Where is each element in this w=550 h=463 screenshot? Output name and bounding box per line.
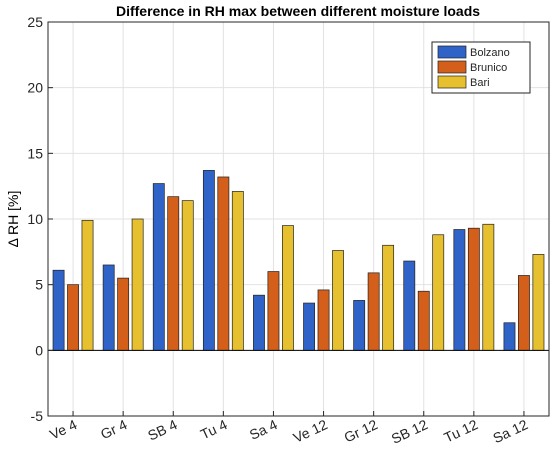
- bar-brunico-tu-4: [217, 176, 230, 351]
- legend-label-brunico: Brunico: [470, 62, 507, 74]
- bar-brunico-tu-12: [467, 227, 480, 351]
- x-tick-label: SB 4: [145, 416, 179, 443]
- x-tick-label: Tu 4: [198, 416, 230, 442]
- bar-bari-gr-12: [382, 244, 395, 351]
- y-tick-label: 15: [27, 145, 43, 161]
- bar-bari-gr-4: [131, 218, 144, 351]
- y-tick-label: 25: [27, 14, 43, 30]
- bar-bolzano-sa-12: [503, 322, 516, 351]
- bar-bolzano-gr-4: [102, 264, 115, 351]
- bar-bari-tu-4: [231, 191, 244, 351]
- legend-swatch-bolzano: [437, 45, 467, 59]
- bar-bolzano-sb-4: [152, 183, 165, 351]
- y-tick-label: 10: [27, 211, 43, 227]
- bar-bari-sa-4: [282, 225, 294, 351]
- bars: [52, 170, 545, 351]
- bar-bolzano-ve-4: [52, 269, 65, 351]
- chart-title: Difference in RH max between different m…: [116, 3, 480, 19]
- bar-brunico-ve-4: [67, 284, 79, 351]
- bar-bolzano-gr-12: [353, 300, 366, 351]
- bar-bolzano-sb-12: [403, 260, 416, 351]
- x-tick-label: Sa 4: [247, 416, 280, 443]
- bar-bari-sb-4: [181, 200, 194, 351]
- legend-swatch-bari: [437, 75, 467, 89]
- bar-brunico-sb-4: [167, 196, 180, 351]
- x-tick-label: Sa 12: [490, 416, 530, 446]
- x-tick-label: Gr 12: [341, 416, 380, 445]
- bar-brunico-sa-4: [267, 271, 280, 351]
- x-tick-label: Ve 12: [291, 416, 330, 446]
- bar-bolzano-tu-12: [453, 229, 466, 351]
- x-tick-label: Tu 12: [441, 416, 480, 446]
- y-tick-labels: -5 0 5 10 15 20 25: [27, 14, 43, 424]
- bar-bolzano-sa-4: [253, 294, 265, 351]
- bar-bolzano-ve-12: [303, 302, 315, 351]
- bar-bari-tu-12: [482, 223, 495, 351]
- legend-swatch-brunico: [437, 60, 467, 74]
- legend: Bolzano Brunico Bari: [431, 41, 531, 94]
- bar-bari-ve-4: [81, 219, 94, 351]
- bar-brunico-sa-12: [518, 275, 530, 351]
- y-tick-label: 0: [35, 342, 43, 358]
- bar-brunico-gr-4: [117, 277, 130, 351]
- x-tick-label: Ve 4: [47, 416, 79, 442]
- legend-label-bolzano: Bolzano: [470, 47, 510, 59]
- y-axis-label: Δ RH [%]: [5, 191, 21, 248]
- bar-bari-ve-12: [332, 250, 344, 351]
- y-tick-label: -5: [31, 408, 44, 424]
- y-tick-label: 20: [27, 80, 43, 96]
- y-tick-label: 5: [35, 277, 43, 293]
- x-tick-label: Gr 4: [98, 416, 130, 442]
- axes: [47, 21, 550, 417]
- x-tick-label: SB 12: [389, 416, 431, 447]
- bar-bari-sb-12: [432, 234, 445, 351]
- bar-brunico-sb-12: [417, 290, 430, 351]
- bar-brunico-ve-12: [317, 289, 330, 351]
- x-tick-labels: Ve 4 Gr 4 SB 4 Tu 4 Sa 4 Ve 12 Gr 12 SB 12 Tu 12…: [47, 416, 530, 447]
- bar-brunico-gr-12: [367, 272, 380, 351]
- legend-label-bari: Bari: [470, 77, 490, 89]
- bar-bari-sa-12: [532, 254, 545, 351]
- bar-bolzano-tu-4: [202, 170, 215, 351]
